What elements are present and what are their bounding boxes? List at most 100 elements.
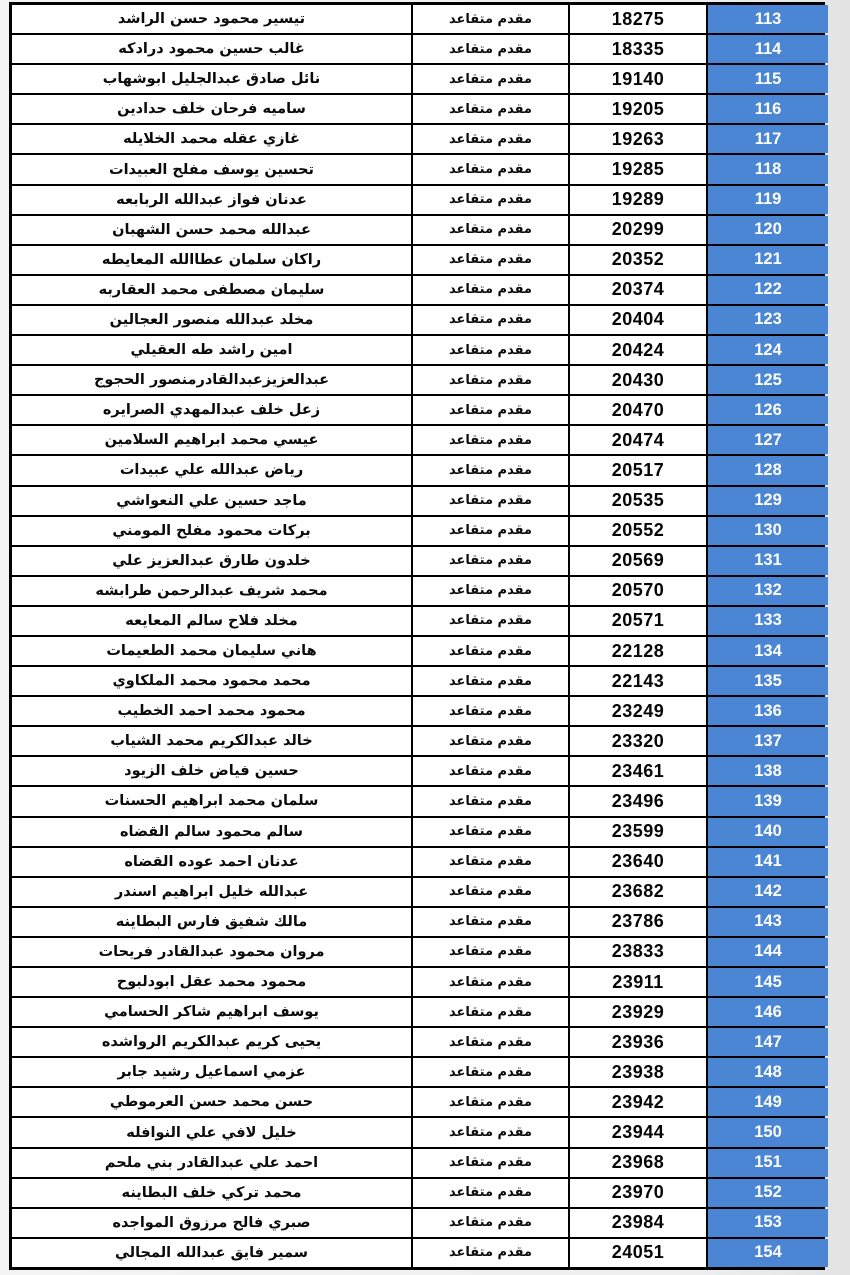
table-row: عدنان احمد عوده القضاه مقدم متقاعد 23640 14…: [12, 847, 828, 876]
serial-cell: 18335: [570, 35, 706, 64]
index-cell: 145: [708, 968, 828, 997]
name-cell: محمد محمود محمد الملكاوي: [12, 667, 411, 696]
index-cell: 114: [708, 35, 828, 64]
table-row: هاني سليمان محمد الطعيمات مقدم متقاعد 2212…: [12, 636, 828, 666]
name-cell: عبدالله محمد حسن الشهبان: [12, 215, 411, 244]
table-row: محمد تركي خلف البطاينه مقدم متقاعد 23970 15…: [12, 1178, 828, 1207]
table-row: نائل صادق عبدالجليل ابوشهاب مقدم متقاعد 19…: [12, 65, 828, 94]
name-cell: سلمان محمد ابراهيم الحسنات: [12, 787, 411, 816]
table-row: رياض عبدالله علي عبيدات مقدم متقاعد 20517 1…: [12, 456, 828, 485]
serial-cell: 18275: [570, 5, 706, 34]
index-cell: 131: [708, 546, 828, 575]
name-cell: رياض عبدالله علي عبيدات: [12, 456, 411, 485]
rank-cell: مقدم متقاعد: [413, 336, 568, 365]
serial-cell: 23682: [570, 877, 706, 906]
rank-cell: مقدم متقاعد: [413, 486, 568, 515]
rank-cell: مقدم متقاعد: [413, 366, 568, 395]
name-cell: مخلد عبدالله منصور العجالين: [12, 305, 411, 335]
rank-cell: مقدم متقاعد: [413, 1088, 568, 1117]
name-cell: خليل لافي علي النوافله: [12, 1118, 411, 1147]
rank-cell: مقدم متقاعد: [413, 636, 568, 666]
rank-cell: مقدم متقاعد: [413, 907, 568, 936]
serial-cell: 23833: [570, 937, 706, 966]
table-row: خلدون طارق عبدالعزيز علي مقدم متقاعد 20569…: [12, 546, 828, 575]
index-cell: 117: [708, 125, 828, 154]
rank-cell: مقدم متقاعد: [413, 937, 568, 966]
index-cell: 113: [708, 5, 828, 34]
index-cell: 124: [708, 336, 828, 365]
index-cell: 146: [708, 998, 828, 1027]
rank-cell: مقدم متقاعد: [413, 546, 568, 575]
index-cell: 150: [708, 1118, 828, 1147]
index-cell: 121: [708, 245, 828, 274]
table-row: محمد محمود محمد الملكاوي مقدم متقاعد 22143…: [12, 667, 828, 696]
rank-cell: مقدم متقاعد: [413, 1208, 568, 1237]
table-row: مخلد فلاح سالم المعايعه مقدم متقاعد 20571 1…: [12, 606, 828, 635]
index-cell: 141: [708, 847, 828, 876]
rank-cell: مقدم متقاعد: [413, 817, 568, 846]
serial-cell: 22128: [570, 636, 706, 666]
table-row: خليل لافي علي النوافله مقدم متقاعد 23944 15…: [12, 1118, 828, 1147]
table-row: عيسي محمد ابراهيم السلامين مقدم متقاعد 204…: [12, 426, 828, 455]
name-cell: خالد عبدالكريم محمد الشياب: [12, 727, 411, 756]
serial-cell: 20552: [570, 516, 706, 545]
index-cell: 142: [708, 877, 828, 906]
table-row: احمد علي عبدالقادر بني ملحم مقدم متقاعد 23…: [12, 1148, 828, 1177]
index-cell: 154: [708, 1238, 828, 1267]
rank-cell: مقدم متقاعد: [413, 305, 568, 335]
rank-cell: مقدم متقاعد: [413, 35, 568, 64]
index-cell: 122: [708, 275, 828, 304]
rank-cell: مقدم متقاعد: [413, 606, 568, 635]
index-cell: 120: [708, 215, 828, 244]
index-cell: 116: [708, 95, 828, 124]
index-cell: 152: [708, 1178, 828, 1207]
serial-cell: 20571: [570, 606, 706, 635]
serial-cell: 23911: [570, 968, 706, 997]
rank-cell: مقدم متقاعد: [413, 125, 568, 154]
index-cell: 140: [708, 817, 828, 846]
index-cell: 136: [708, 697, 828, 726]
name-cell: محمد تركي خلف البطاينه: [12, 1178, 411, 1207]
name-cell: غالب حسين محمود درادكه: [12, 35, 411, 64]
serial-cell: 20570: [570, 576, 706, 605]
rank-cell: مقدم متقاعد: [413, 1178, 568, 1207]
serial-cell: 23936: [570, 1028, 706, 1057]
serial-cell: 23249: [570, 697, 706, 726]
table-row: عبدالعزيزعبدالقادرمنصور الحجوج مقدم متقاع…: [12, 366, 828, 395]
serial-cell: 23929: [570, 998, 706, 1027]
rank-cell: مقدم متقاعد: [413, 697, 568, 726]
serial-cell: 19140: [570, 65, 706, 94]
table-row: مالك شفيق فارس البطاينه مقدم متقاعد 23786 1…: [12, 907, 828, 936]
serial-cell: 23968: [570, 1148, 706, 1177]
rank-cell: مقدم متقاعد: [413, 65, 568, 94]
serial-cell: 20299: [570, 215, 706, 244]
index-cell: 134: [708, 636, 828, 666]
name-cell: صبري فالح مرزوق المواجده: [12, 1208, 411, 1237]
name-cell: محمد شريف عبدالرحمن طرابشه: [12, 576, 411, 605]
serial-cell: 23599: [570, 817, 706, 846]
name-cell: عيسي محمد ابراهيم السلامين: [12, 426, 411, 455]
table-row: محمد شريف عبدالرحمن طرابشه مقدم متقاعد 205…: [12, 576, 828, 605]
table-row: سليمان مصطفى محمد العقاربه مقدم متقاعد 203…: [12, 275, 828, 304]
serial-cell: 23944: [570, 1118, 706, 1147]
serial-cell: 20517: [570, 456, 706, 485]
serial-cell: 20404: [570, 305, 706, 335]
serial-cell: 20535: [570, 486, 706, 515]
rank-cell: مقدم متقاعد: [413, 1058, 568, 1087]
rank-cell: مقدم متقاعد: [413, 95, 568, 124]
rank-cell: مقدم متقاعد: [413, 787, 568, 816]
rank-cell: مقدم متقاعد: [413, 1118, 568, 1147]
rank-cell: مقدم متقاعد: [413, 396, 568, 425]
index-cell: 123: [708, 305, 828, 335]
name-cell: سليمان مصطفى محمد العقاربه: [12, 275, 411, 304]
rank-cell: مقدم متقاعد: [413, 998, 568, 1027]
index-cell: 144: [708, 937, 828, 966]
serial-cell: 20569: [570, 546, 706, 575]
rank-cell: مقدم متقاعد: [413, 1148, 568, 1177]
table-row: عبدالله خليل ابراهيم اسندر مقدم متقاعد 236…: [12, 877, 828, 906]
name-cell: مروان محمود عبدالقادر فريحات: [12, 937, 411, 966]
serial-cell: 20424: [570, 336, 706, 365]
index-cell: 143: [708, 907, 828, 936]
name-cell: هاني سليمان محمد الطعيمات: [12, 636, 411, 666]
